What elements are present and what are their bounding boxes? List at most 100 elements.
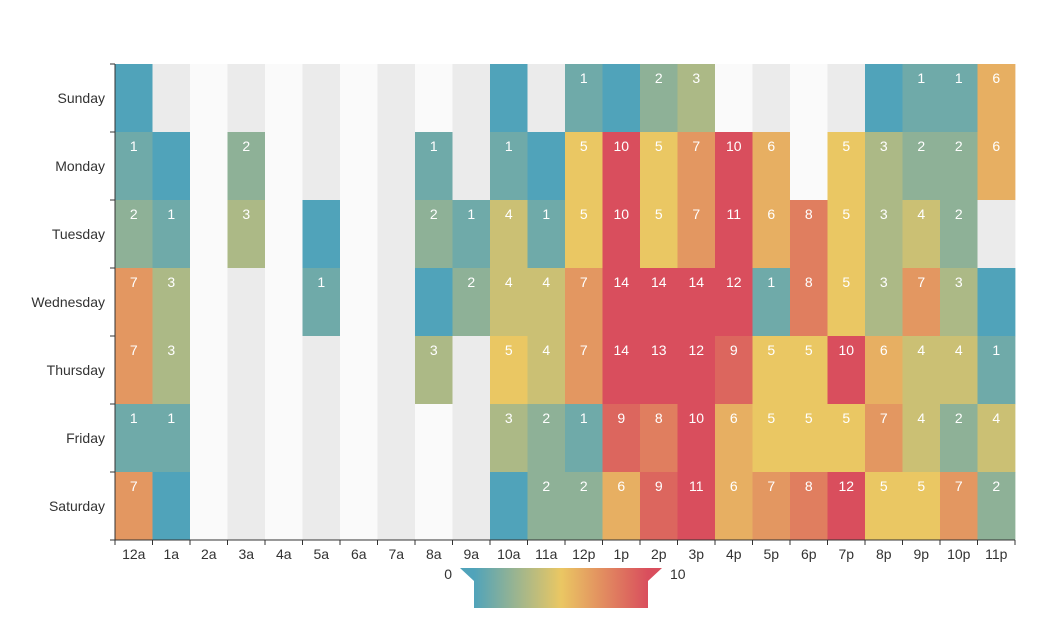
heatmap-cell[interactable] bbox=[190, 200, 228, 269]
heatmap-cell[interactable] bbox=[490, 64, 528, 133]
heatmap-cell[interactable] bbox=[902, 268, 941, 337]
heatmap-cell[interactable] bbox=[940, 336, 978, 405]
visual-map-bar[interactable] bbox=[474, 568, 648, 608]
heatmap-cell[interactable] bbox=[977, 472, 1016, 541]
heatmap-cell[interactable] bbox=[415, 336, 453, 405]
heatmap-cell[interactable] bbox=[340, 336, 378, 405]
heatmap-cell[interactable] bbox=[602, 336, 641, 405]
heatmap-cell[interactable] bbox=[340, 132, 378, 201]
heatmap-cell[interactable] bbox=[602, 268, 641, 337]
heatmap-cell[interactable] bbox=[715, 472, 753, 541]
heatmap-cell[interactable] bbox=[227, 472, 266, 541]
heatmap-cell[interactable] bbox=[977, 200, 1016, 269]
heatmap-cell[interactable] bbox=[340, 472, 378, 541]
heatmap-cell[interactable] bbox=[827, 268, 866, 337]
heatmap-cell[interactable] bbox=[152, 64, 191, 133]
heatmap-cell[interactable] bbox=[302, 336, 341, 405]
heatmap-cell[interactable] bbox=[265, 64, 303, 133]
heatmap-cell[interactable] bbox=[490, 132, 528, 201]
heatmap-cell[interactable] bbox=[265, 472, 303, 541]
heatmap-cell[interactable] bbox=[677, 336, 716, 405]
heatmap-cell[interactable] bbox=[152, 336, 191, 405]
heatmap-cell[interactable] bbox=[227, 336, 266, 405]
heatmap-cell[interactable] bbox=[415, 132, 453, 201]
heatmap-cell[interactable] bbox=[265, 268, 303, 337]
heatmap-cell[interactable] bbox=[152, 268, 191, 337]
heatmap-cell[interactable] bbox=[377, 404, 416, 473]
heatmap-cell[interactable] bbox=[902, 132, 941, 201]
heatmap-cell[interactable] bbox=[115, 472, 153, 541]
heatmap-cell[interactable] bbox=[865, 64, 903, 133]
heatmap-cell[interactable] bbox=[377, 472, 416, 541]
heatmap-cell[interactable] bbox=[865, 336, 903, 405]
heatmap-cell[interactable] bbox=[115, 336, 153, 405]
heatmap-cell[interactable] bbox=[640, 268, 678, 337]
heatmap-cell[interactable] bbox=[640, 472, 678, 541]
heatmap-cell[interactable] bbox=[490, 404, 528, 473]
heatmap-cell[interactable] bbox=[377, 268, 416, 337]
heatmap-cell[interactable] bbox=[415, 472, 453, 541]
heatmap-cell[interactable] bbox=[152, 404, 191, 473]
heatmap-cell[interactable] bbox=[565, 200, 603, 269]
heatmap-cell[interactable] bbox=[940, 64, 978, 133]
heatmap-cell[interactable] bbox=[715, 64, 753, 133]
heatmap-cell[interactable] bbox=[115, 404, 153, 473]
heatmap-cell[interactable] bbox=[490, 268, 528, 337]
heatmap-cell[interactable] bbox=[227, 132, 266, 201]
heatmap-cell[interactable] bbox=[302, 268, 341, 337]
heatmap-cell[interactable] bbox=[752, 268, 791, 337]
heatmap-cell[interactable] bbox=[977, 64, 1016, 133]
heatmap-cell[interactable] bbox=[340, 64, 378, 133]
heatmap-cell[interactable] bbox=[452, 200, 491, 269]
visual-map-min-handle[interactable] bbox=[460, 568, 474, 581]
heatmap-cell[interactable] bbox=[152, 200, 191, 269]
heatmap-cell[interactable] bbox=[565, 268, 603, 337]
heatmap-cell[interactable] bbox=[902, 404, 941, 473]
heatmap-cell[interactable] bbox=[902, 200, 941, 269]
heatmap-cell[interactable] bbox=[865, 472, 903, 541]
heatmap-cell[interactable] bbox=[490, 472, 528, 541]
heatmap-cell[interactable] bbox=[640, 64, 678, 133]
heatmap-cell[interactable] bbox=[115, 200, 153, 269]
heatmap-cell[interactable] bbox=[527, 336, 566, 405]
heatmap-cell[interactable] bbox=[190, 268, 228, 337]
heatmap-cell[interactable] bbox=[602, 200, 641, 269]
heatmap-cell[interactable] bbox=[302, 404, 341, 473]
heatmap-cell[interactable] bbox=[715, 404, 753, 473]
heatmap-cell[interactable] bbox=[940, 472, 978, 541]
heatmap-cell[interactable] bbox=[752, 336, 791, 405]
heatmap-cell[interactable] bbox=[865, 268, 903, 337]
heatmap-cell[interactable] bbox=[752, 64, 791, 133]
heatmap-cell[interactable] bbox=[565, 132, 603, 201]
heatmap-cell[interactable] bbox=[940, 200, 978, 269]
heatmap-cell[interactable] bbox=[865, 132, 903, 201]
heatmap-cell[interactable] bbox=[977, 336, 1016, 405]
heatmap-cell[interactable] bbox=[827, 336, 866, 405]
heatmap-cell[interactable] bbox=[715, 268, 753, 337]
heatmap-cell[interactable] bbox=[715, 200, 753, 269]
heatmap-cell[interactable] bbox=[377, 336, 416, 405]
heatmap-cell[interactable] bbox=[565, 336, 603, 405]
heatmap-cell[interactable] bbox=[190, 336, 228, 405]
heatmap-cell[interactable] bbox=[790, 472, 828, 541]
heatmap-cell[interactable] bbox=[902, 472, 941, 541]
heatmap-cell[interactable] bbox=[977, 268, 1016, 337]
heatmap-cell[interactable] bbox=[715, 336, 753, 405]
heatmap-cell[interactable] bbox=[827, 200, 866, 269]
heatmap-cell[interactable] bbox=[827, 132, 866, 201]
heatmap-cell[interactable] bbox=[902, 336, 941, 405]
heatmap-cell[interactable] bbox=[115, 268, 153, 337]
heatmap-cell[interactable] bbox=[152, 472, 191, 541]
heatmap-cell[interactable] bbox=[527, 268, 566, 337]
heatmap-cell[interactable] bbox=[377, 200, 416, 269]
heatmap-cell[interactable] bbox=[190, 64, 228, 133]
heatmap-cell[interactable] bbox=[265, 336, 303, 405]
heatmap-cell[interactable] bbox=[640, 404, 678, 473]
heatmap-cell[interactable] bbox=[940, 268, 978, 337]
heatmap-cell[interactable] bbox=[452, 472, 491, 541]
heatmap-cell[interactable] bbox=[377, 132, 416, 201]
heatmap-cell[interactable] bbox=[340, 404, 378, 473]
heatmap-cell[interactable] bbox=[827, 64, 866, 133]
heatmap-cell[interactable] bbox=[640, 200, 678, 269]
heatmap-cell[interactable] bbox=[377, 64, 416, 133]
